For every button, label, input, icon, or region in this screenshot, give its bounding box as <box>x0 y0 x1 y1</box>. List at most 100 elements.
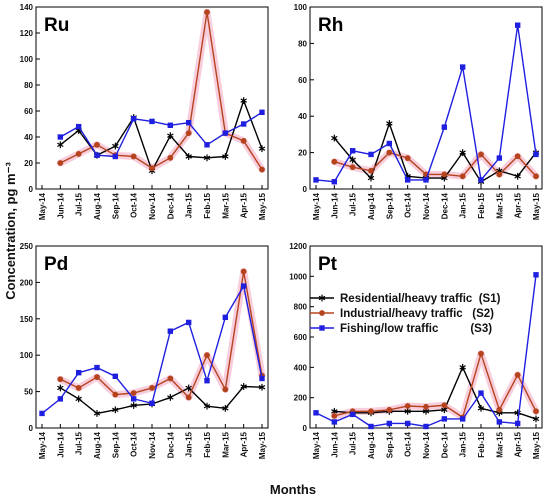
y-tick-label-pd: 0 <box>29 424 34 433</box>
y-tick-label-ru: 120 <box>20 29 34 38</box>
x-tick-label-ru: Mar-15 <box>221 192 230 218</box>
data-point-s3-rh <box>423 177 429 183</box>
data-point-s1-pd <box>130 402 137 409</box>
data-point-s3-ru <box>94 152 100 158</box>
data-point-s2-rh <box>404 155 411 161</box>
data-point-s3-pt <box>368 423 374 430</box>
data-point-s3-rh <box>514 22 521 28</box>
y-tick-label-pd: 150 <box>20 315 34 324</box>
data-point-s3-rh <box>368 151 374 158</box>
x-tick-label-pd: Apr-15 <box>240 431 249 457</box>
data-point-s3-ru <box>167 122 174 129</box>
x-tick-label-pt: Mar-15 <box>495 431 504 457</box>
y-tick-label-pd: 50 <box>24 388 33 397</box>
x-tick-label-rh: Jul-15 <box>349 192 358 216</box>
panel-label-ru: Ru <box>44 15 69 36</box>
legend-item-s1: Residential/heavy traffic (S1) <box>310 293 501 305</box>
y-tick-label-pd: 200 <box>20 278 34 287</box>
data-point-s2-pd <box>167 375 174 382</box>
x-tick-label-pt: Oct-14 <box>404 431 413 456</box>
x-tick-label-rh: Dec-14 <box>440 192 449 219</box>
data-point-s2-pd <box>75 385 82 391</box>
data-point-s1-rh <box>367 174 375 182</box>
data-point-s2-ru <box>94 141 100 148</box>
x-tick-label-pd: May-15 <box>258 431 267 459</box>
data-point-s3-pd <box>185 319 192 326</box>
global-x-axis-label: Months <box>270 482 316 497</box>
data-point-s3-pd <box>240 283 247 289</box>
x-tick-label-pt: Feb-15 <box>477 431 486 457</box>
panel-label-pd: Pd <box>44 254 68 275</box>
data-point-s3-ru <box>75 123 82 130</box>
data-point-s3-ru <box>130 116 137 122</box>
legend-label-s2: Industrial/heavy traffic (S2) <box>340 308 494 320</box>
series-line-s2-rh <box>334 151 537 177</box>
data-point-s3-rh <box>386 140 393 147</box>
panel-pt: Pt 0 200 400 600 800 1000 1200 May-14 Jun-14 Jul-1… <box>289 242 543 459</box>
x-tick-label-pd: Aug-14 <box>93 431 102 459</box>
panel-rh: Rh 0 20 40 60 80 100 May-14 Jun-14 Jul-15 Aug-14 Se… <box>294 3 543 220</box>
y-tick-label-rh: 100 <box>294 3 308 12</box>
x-tick-label-ru: Apr-15 <box>240 192 249 218</box>
data-point-s3-pd <box>259 375 265 382</box>
data-point-s2-pt <box>533 408 539 415</box>
data-point-s1-pd <box>93 410 101 417</box>
data-point-s2-rh <box>496 171 503 178</box>
series-line-s1-pd <box>59 385 263 415</box>
data-point-s3-pd <box>204 377 210 384</box>
data-point-s2-pt <box>496 406 503 413</box>
data-point-s3-pt <box>331 419 338 425</box>
series-line-s2-pd <box>60 270 263 399</box>
data-point-s3-ru <box>240 121 247 127</box>
data-point-s3-pt <box>386 420 393 427</box>
data-point-s1-rh <box>331 134 338 142</box>
data-point-s2-rh <box>459 173 466 180</box>
y-tick-label-rh: 60 <box>298 76 307 85</box>
series-highlight-pt <box>330 350 540 421</box>
data-point-s2-rh <box>386 149 393 156</box>
data-point-s3-ru <box>185 120 192 126</box>
y-tick-label-pt: 800 <box>294 303 308 312</box>
y-tick-label-ru: 40 <box>24 133 33 142</box>
data-point-s1-pt <box>459 363 466 371</box>
data-point-s2-ru <box>259 166 265 173</box>
data-point-s1-ru <box>240 97 247 104</box>
data-point-s3-pd <box>57 396 64 402</box>
data-point-s3-ru <box>222 130 229 136</box>
data-point-s1-rh <box>386 120 393 127</box>
data-point-s1-pd <box>167 394 174 401</box>
x-tick-label-rh: Oct-14 <box>404 192 413 217</box>
y-tick-label-pt: 1000 <box>289 272 307 281</box>
legend-marker-s3 <box>319 325 325 331</box>
series-line-s2-ru <box>60 11 263 170</box>
data-point-s3-ru <box>149 118 155 125</box>
y-tick-label-pt: 0 <box>303 424 308 433</box>
legend-label-s3: Fishing/low traffic (S3) <box>340 323 492 335</box>
x-tick-label-ru: Jan-15 <box>185 192 194 218</box>
data-point-s3-rh <box>441 124 448 130</box>
data-point-s2-pd <box>112 391 119 398</box>
data-point-s1-ru <box>222 153 229 160</box>
x-tick-label-ru: May-15 <box>258 192 267 220</box>
data-point-s3-pt <box>459 416 466 422</box>
data-point-s1-pd <box>185 384 192 392</box>
data-point-s2-rh <box>368 167 374 174</box>
data-point-s3-rh <box>349 148 356 154</box>
data-point-s2-pd <box>149 385 155 391</box>
x-tick-label-pd: Jan-15 <box>185 431 194 457</box>
x-tick-label-rh: Jan-15 <box>459 192 468 218</box>
data-point-s1-ru <box>258 145 266 153</box>
data-point-s3-rh <box>478 177 484 183</box>
y-tick-label-pt: 1200 <box>289 242 307 251</box>
x-tick-label-ru: Feb-15 <box>203 192 212 218</box>
data-point-s1-pt <box>532 415 540 423</box>
x-tick-label-pt: Jun-14 <box>330 431 339 457</box>
data-point-s2-pt <box>478 350 484 357</box>
data-point-s3-rh <box>404 177 411 183</box>
panel-label-pt: Pt <box>318 254 338 275</box>
data-point-s2-rh <box>514 153 521 160</box>
data-point-s2-pd <box>185 394 192 401</box>
data-point-s1-pd <box>222 404 229 412</box>
x-tick-label-ru: Jul-15 <box>75 192 84 216</box>
data-point-s3-pt <box>533 272 539 278</box>
